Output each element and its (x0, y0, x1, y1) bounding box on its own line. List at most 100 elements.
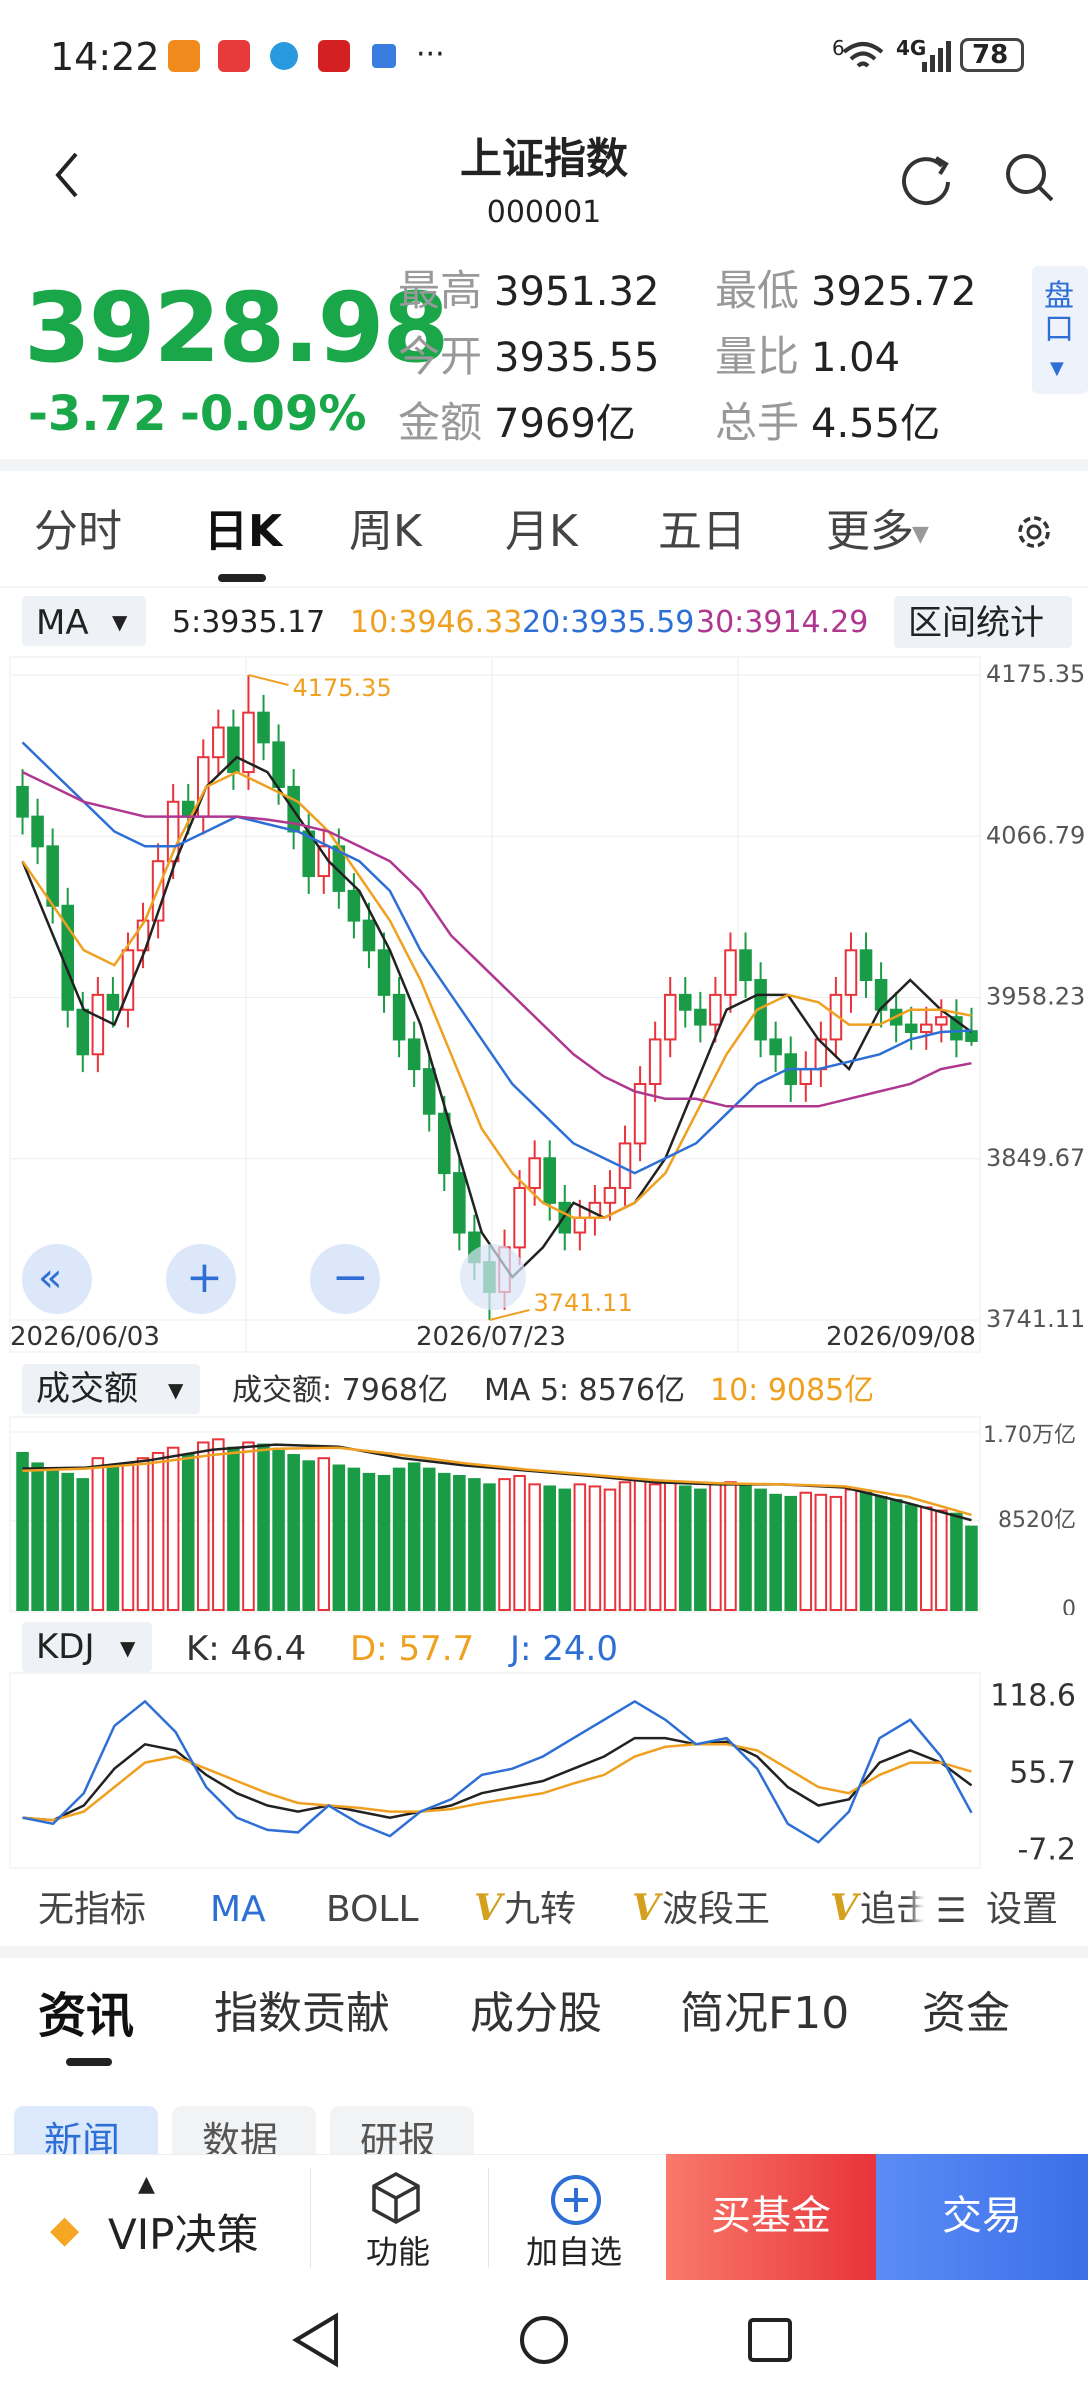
candle-body (829, 993, 843, 1041)
kdj-selector-label[interactable]: KDJ (36, 1627, 95, 1667)
candle-body (904, 1023, 918, 1034)
period-tab[interactable]: 月K (505, 506, 578, 557)
volume-bar (709, 1483, 722, 1611)
volume-bar (287, 1454, 300, 1611)
scroll-left-button[interactable] (22, 1244, 92, 1314)
expand-button[interactable] (460, 1244, 526, 1310)
volume-bar (874, 1495, 888, 1611)
stat-label: 量比 (715, 332, 800, 381)
indicator-tab[interactable]: 无指标 (38, 1889, 147, 1930)
volume-bar (31, 1462, 44, 1612)
add-watchlist-button[interactable]: 加自选 (526, 2233, 623, 2271)
ma-selector[interactable] (22, 596, 146, 646)
code: 000001 (486, 195, 602, 230)
y-tick-label: 55.7 (1009, 1756, 1076, 1791)
info-tab[interactable]: 简况F10 (680, 1988, 850, 2039)
ma-selector-label[interactable]: MA (36, 603, 89, 643)
function-button[interactable]: 功能 (366, 2233, 431, 2271)
candle-body (633, 1082, 647, 1145)
stat-value: 1.04 (811, 335, 901, 381)
info-tab[interactable]: 资讯 (38, 1988, 135, 2044)
buy-fund-label[interactable]: 买基金 (711, 2193, 831, 2239)
volume-bar (91, 1457, 105, 1612)
volume-bar (181, 1454, 195, 1611)
range-button[interactable] (894, 596, 1072, 648)
period-tab[interactable]: 周K (349, 506, 422, 557)
volume-bar (573, 1483, 587, 1611)
candle-body (76, 1008, 90, 1056)
buy-fund-button[interactable] (666, 2154, 876, 2280)
volume-bar (422, 1467, 436, 1611)
info-tab[interactable]: 成分股 (470, 1988, 602, 2039)
candle-body (859, 949, 873, 982)
y-tick-label: 1.70万亿 (983, 1423, 1076, 1448)
indicator-line (21, 770, 972, 1219)
kdj-selector[interactable] (22, 1622, 152, 1672)
plot-frame (9, 1672, 981, 1869)
info-tab[interactable]: 资金 (922, 1988, 1010, 2039)
indicator-tab[interactable]: BOLL (326, 1889, 419, 1930)
sub-tab[interactable]: 研报 (360, 2119, 437, 2163)
zoom-in-button[interactable] (166, 1244, 236, 1314)
y-tick-label: 118.6 (990, 1679, 1076, 1714)
indicator-settings[interactable]: 设置 (986, 1889, 1059, 1930)
volume-bar (769, 1493, 782, 1611)
date-label: 2026/06/03 (10, 1322, 160, 1352)
indicator-tab[interactable]: 九转 (504, 1889, 577, 1930)
period-tab[interactable]: 日K (204, 506, 283, 557)
battery-level: 78 (972, 40, 1009, 70)
volume-bar (242, 1441, 255, 1612)
volume-bar (136, 1457, 150, 1612)
volume-bar (679, 1485, 692, 1611)
volume-bar (739, 1485, 752, 1611)
ma-value: 20:3935.59 (522, 605, 695, 640)
vip-button[interactable]: VIP决策 (108, 2210, 259, 2259)
y-tick-label: 3958.23 (986, 983, 1085, 1011)
change: -3.72 (28, 386, 167, 442)
indicator-tab[interactable]: MA (210, 1889, 266, 1930)
volume-bar (648, 1483, 662, 1611)
volume-bar (468, 1478, 481, 1611)
side-button[interactable] (1032, 266, 1088, 394)
more-icons: ··· (416, 37, 445, 72)
volume-bar (106, 1464, 120, 1611)
candle-body (242, 711, 255, 774)
plot-frame (9, 1416, 981, 1613)
signal-icon (922, 41, 951, 72)
dropdown-arrow: ▼ (112, 610, 128, 634)
kdj-value: K: 46.4 (186, 1629, 307, 1669)
back-button[interactable] (52, 150, 82, 200)
candle-body (679, 993, 692, 1011)
candle-body (603, 1186, 617, 1204)
price: 3928.98 (24, 272, 449, 384)
volume-bar (965, 1525, 978, 1611)
sub-tab[interactable]: 数据 (202, 2119, 279, 2163)
trade-button[interactable] (876, 2154, 1088, 2280)
volume-selector[interactable] (22, 1364, 200, 1414)
candle-body (844, 949, 858, 996)
period-tab[interactable]: 更多 (826, 506, 914, 557)
zoom-in-icon: + (186, 1252, 223, 1303)
stat-label: 今开 (398, 332, 483, 381)
candle-body (227, 726, 240, 774)
volume-selector-label[interactable]: 成交额 (36, 1369, 138, 1409)
period-tab[interactable]: 分时 (34, 506, 122, 557)
info-tab[interactable]: 指数贡献 (214, 1988, 390, 2039)
candle-body (513, 1186, 526, 1249)
sub-tab[interactable]: 新闻 (44, 2119, 121, 2163)
candle-body (935, 1016, 948, 1026)
indicator-line (22, 1443, 972, 1522)
period-tab[interactable]: 五日 (658, 506, 746, 557)
refresh-button[interactable] (898, 150, 954, 206)
volume-bar (438, 1472, 451, 1611)
side-button-label[interactable]: 盘口 (1044, 279, 1074, 347)
search-button[interactable] (1002, 150, 1058, 206)
settings-button[interactable] (1012, 510, 1056, 554)
indicator-tab[interactable]: 追击 (860, 1889, 930, 1930)
range-button-label[interactable]: 区间统计 (908, 603, 1044, 643)
indicator-tab[interactable]: 波段王 (662, 1889, 771, 1930)
zoom-out-button[interactable] (310, 1244, 380, 1314)
candle-body (709, 993, 722, 1026)
trade-label[interactable]: 交易 (942, 2193, 1022, 2239)
wifi-label: 6 (832, 36, 845, 60)
